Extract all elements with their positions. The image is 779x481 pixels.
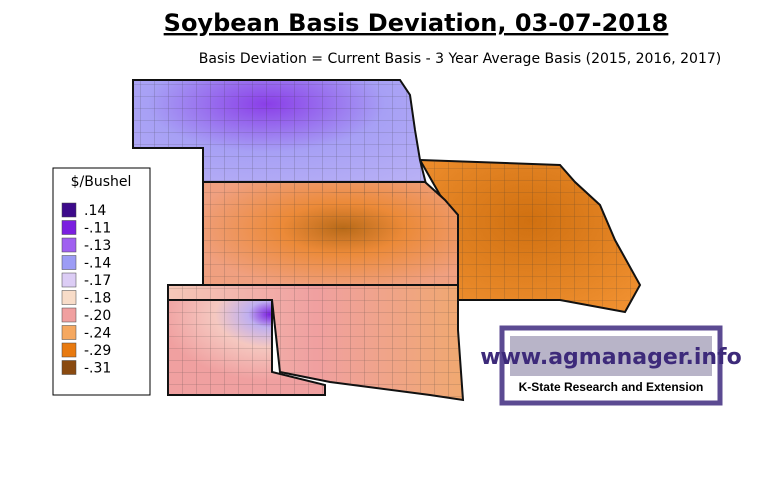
legend-label: -.20 bbox=[84, 308, 111, 324]
logo: www.agmanager.info K-State Research and … bbox=[480, 325, 742, 406]
legend-label: -.31 bbox=[84, 361, 111, 377]
title: Soybean Basis Deviation, 03-07-2018 bbox=[164, 9, 669, 37]
legend-swatch bbox=[61, 290, 77, 305]
legend-label: -.29 bbox=[84, 343, 111, 359]
legend-title: $/Bushel bbox=[71, 174, 132, 190]
legend-swatch bbox=[61, 360, 77, 375]
legend-swatch bbox=[61, 325, 77, 340]
legend-swatch bbox=[61, 272, 77, 288]
legend-swatch bbox=[61, 342, 77, 358]
legend-label: -.24 bbox=[84, 326, 111, 342]
legend-swatch bbox=[61, 255, 77, 270]
legend-label: -.17 bbox=[84, 273, 111, 289]
legend: .14 -.11-.13 -.14-.17 -.18-.20 -.24-.29 -.31 bbox=[61, 202, 111, 377]
legend-label: .14 bbox=[84, 203, 106, 219]
logo-url: www.agmanager.info bbox=[480, 345, 741, 370]
subtitle: Basis Deviation = Current Basis - 3 Year… bbox=[199, 51, 721, 67]
legend-swatch bbox=[61, 220, 77, 235]
legend-swatch bbox=[61, 202, 77, 218]
legend-label: -.11 bbox=[84, 221, 111, 237]
map bbox=[132, 79, 642, 402]
county-lines bbox=[133, 80, 640, 400]
legend-label: -.14 bbox=[84, 256, 111, 272]
legend-swatch bbox=[61, 237, 77, 253]
legend-swatch bbox=[61, 307, 77, 323]
logo-band bbox=[510, 336, 712, 376]
logo-org: K-State Research and Extension bbox=[519, 380, 704, 394]
legend-label: -.18 bbox=[84, 291, 111, 307]
legend-label: -.13 bbox=[84, 238, 111, 254]
